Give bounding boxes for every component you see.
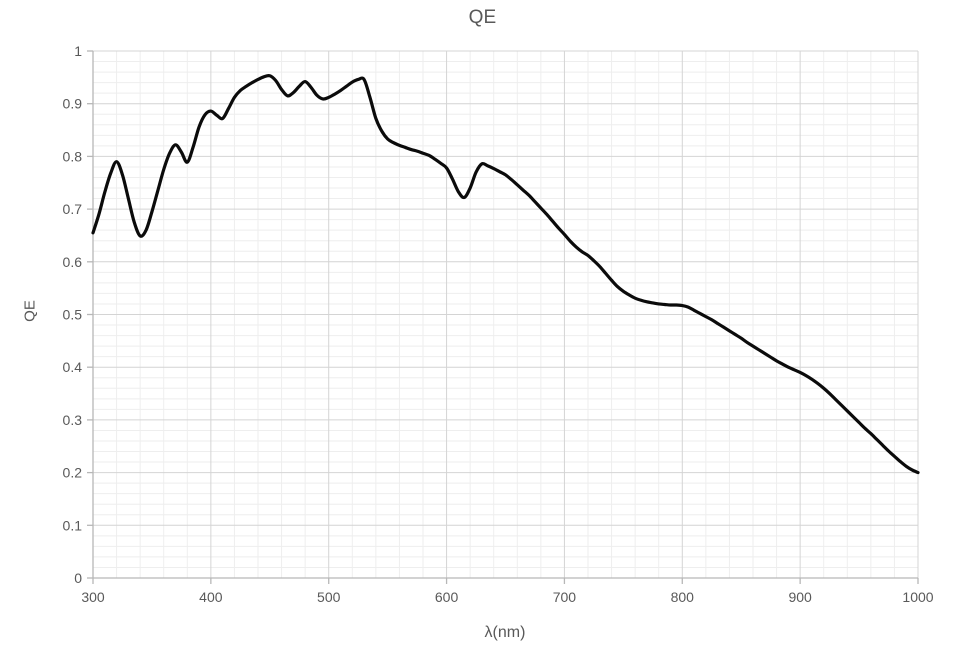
y-tick-label: 0.7 <box>63 201 83 217</box>
x-tick-label: 400 <box>199 589 223 605</box>
x-tick-label: 700 <box>553 589 577 605</box>
x-tick-label: 800 <box>671 589 695 605</box>
tick-labels: 300 400 500 600 700 800 900 1000 0 0.1 0.2 0.3 0.4 0.… <box>63 43 934 605</box>
y-tick-label: 0.6 <box>63 254 83 270</box>
x-tick-label: 600 <box>435 589 459 605</box>
axes <box>87 50 919 584</box>
y-tick-label: 0.4 <box>63 359 83 375</box>
qe-curve <box>91 73 920 475</box>
y-tick-label: 0.1 <box>63 517 83 533</box>
y-axis-title: QE <box>21 300 39 322</box>
x-tick-label: 900 <box>788 589 812 605</box>
chart-title: QE <box>468 7 497 28</box>
y-tick-label: 0.8 <box>63 148 83 164</box>
y-tick-label: 1 <box>74 43 82 59</box>
y-tick-label: 0 <box>74 570 82 586</box>
x-axis-title: λ(nm) <box>484 624 526 641</box>
y-tick-label: 0.5 <box>63 307 83 323</box>
y-tick-label: 0.3 <box>63 412 83 428</box>
y-tick-label: 0.9 <box>63 96 83 112</box>
major-gridlines <box>92 50 919 579</box>
x-tick-label: 300 <box>81 589 105 605</box>
x-tick-label: 500 <box>317 589 341 605</box>
x-tick-label: 1000 <box>902 589 933 605</box>
y-tick-label: 0.2 <box>63 465 83 481</box>
